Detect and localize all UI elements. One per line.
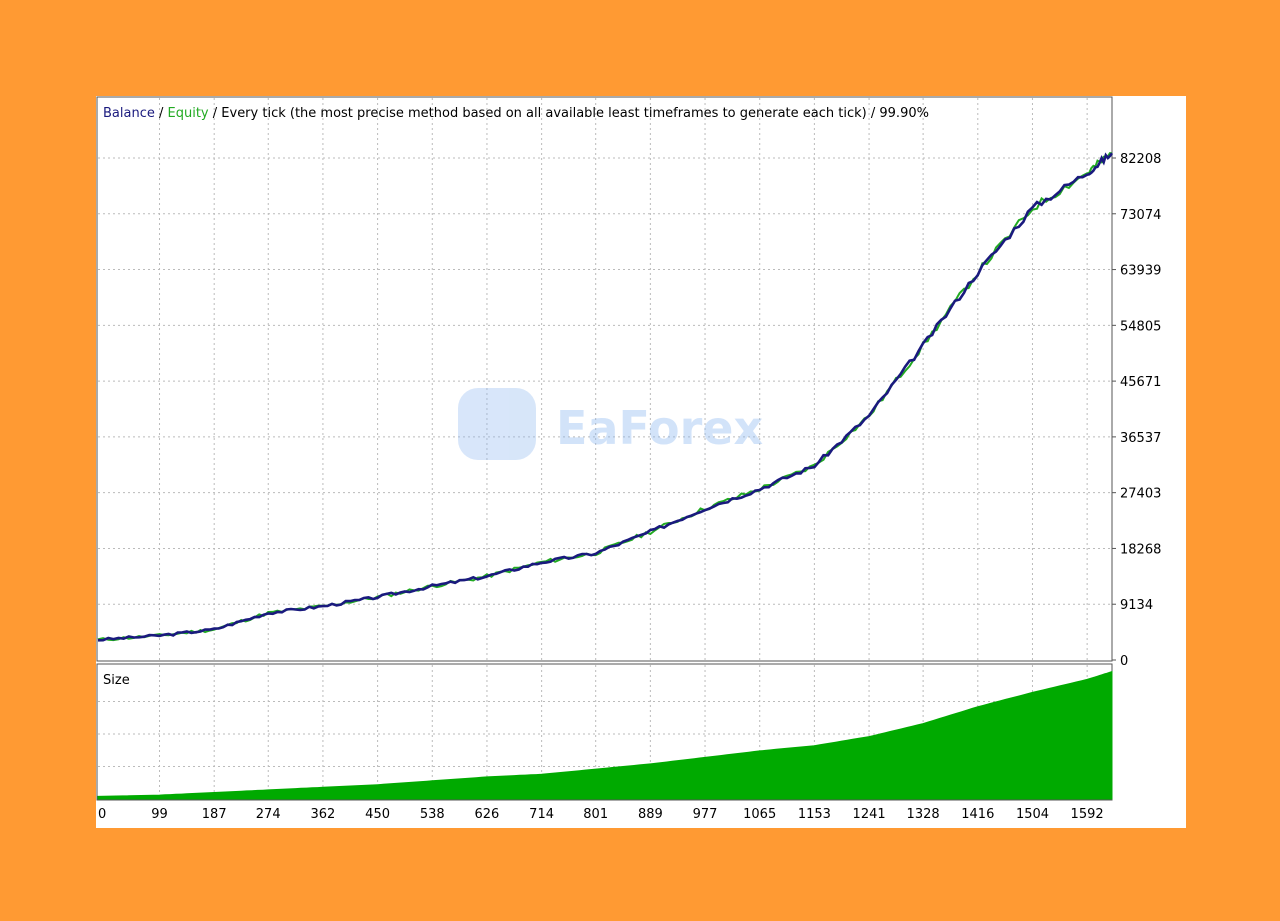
x-tick-label: 889 <box>638 807 663 822</box>
size-panel-label: Size <box>103 673 130 688</box>
header-separator-2: / <box>209 106 222 121</box>
x-tick-label: 187 <box>202 807 227 822</box>
main-panel-frame <box>96 96 1113 662</box>
chart-header: Balance / Equity / Every tick (the most … <box>103 106 929 121</box>
x-tick-label: 1504 <box>1016 807 1049 822</box>
y-tick-label: 36537 <box>1120 431 1161 446</box>
x-tick-label: 362 <box>310 807 335 822</box>
y-tick-label: 0 <box>1120 654 1128 669</box>
watermark: EaForex <box>458 388 763 460</box>
x-tick-label: 1153 <box>798 807 831 822</box>
y-tick-label: 18268 <box>1120 542 1161 557</box>
watermark-text: EaForex <box>556 401 763 455</box>
watermark-logo-icon <box>458 388 536 460</box>
size-area-layer <box>97 670 1113 800</box>
balance-equity-lines <box>97 152 1114 642</box>
y-tick-label: 73074 <box>1120 208 1161 223</box>
header-separator-1: / <box>155 106 168 121</box>
y-axis-labels: 0 9134 18268 27403 36537 45671 54805 63939 73074… <box>1112 152 1161 669</box>
x-tick-label: 977 <box>693 807 718 822</box>
x-tick-label: 1065 <box>743 807 776 822</box>
balance-line <box>97 152 1114 642</box>
strategy-tester-graph: EaForex 0 9134 18268 27403 36537 45671 54805 63… <box>96 96 1186 828</box>
x-tick-label: 538 <box>420 807 445 822</box>
x-tick-label: 0 <box>98 807 106 822</box>
y-tick-label: 63939 <box>1120 264 1161 279</box>
x-tick-label: 1592 <box>1071 807 1104 822</box>
x-tick-label: 1241 <box>853 807 886 822</box>
y-tick-label: 54805 <box>1120 319 1161 334</box>
x-tick-label: 714 <box>529 807 554 822</box>
equity-legend: Equity <box>168 106 209 121</box>
y-tick-label: 45671 <box>1120 375 1161 390</box>
graph-svg: EaForex 0 9134 18268 27403 36537 45671 54805 63… <box>96 96 1161 822</box>
y-tick-label: 82208 <box>1120 152 1161 167</box>
x-tick-label: 801 <box>583 807 608 822</box>
size-area <box>97 670 1113 800</box>
history-quality: 99.90% <box>879 106 929 121</box>
header-separator-3: / <box>867 106 880 121</box>
x-tick-label: 99 <box>151 807 168 822</box>
x-tick-label: 450 <box>365 807 390 822</box>
model-description: Every tick (the most precise method base… <box>221 106 866 121</box>
x-tick-label: 626 <box>474 807 499 822</box>
x-tick-label: 1328 <box>907 807 940 822</box>
y-tick-label: 27403 <box>1120 487 1161 502</box>
y-tick-label: 9134 <box>1120 598 1153 613</box>
balance-legend: Balance <box>103 106 155 121</box>
x-axis-labels: 0 99 187 274 362 450 538 626 714 801 889 977 1065 115… <box>98 807 1104 822</box>
x-tick-label: 274 <box>256 807 281 822</box>
x-tick-label: 1416 <box>961 807 994 822</box>
